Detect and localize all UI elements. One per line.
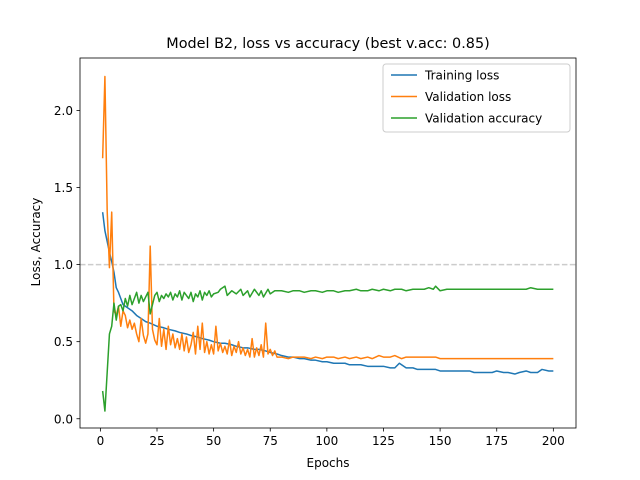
chart-title: Model B2, loss vs accuracy (best v.acc: … <box>166 36 489 52</box>
y-tick-label: 1.0 <box>54 258 73 272</box>
y-tick-label: 2.0 <box>54 104 73 118</box>
x-tick-label: 150 <box>429 434 452 448</box>
x-tick-label: 200 <box>542 434 565 448</box>
axes-frame <box>79 57 577 429</box>
x-tick-label: 50 <box>206 434 221 448</box>
legend-label: Validation loss <box>425 90 511 104</box>
y-axis-label: Loss, Accuracy <box>29 198 43 287</box>
y-tick-label: 0.0 <box>54 412 73 426</box>
x-tick-label: 0 <box>97 434 105 448</box>
x-tick-label: 175 <box>485 434 508 448</box>
x-tick-label: 125 <box>372 434 395 448</box>
y-tick-label: 1.5 <box>54 181 73 195</box>
legend-label: Training loss <box>424 69 499 83</box>
x-tick-label: 25 <box>149 434 164 448</box>
plot-area <box>80 75 576 412</box>
series-line-0 <box>101 212 554 375</box>
y-tick-label: 0.5 <box>54 335 73 349</box>
x-axis-label: Epochs <box>307 456 350 470</box>
series-line-2 <box>101 285 554 412</box>
x-tick-label: 75 <box>263 434 278 448</box>
axis-ticks: 0 25 50 75 100 125 150 175 200 0.0 0.5 1.0 1.5 2.0 <box>54 57 577 448</box>
legend: Training loss Validation loss Validation a… <box>382 63 571 133</box>
series-line-1 <box>101 75 554 360</box>
x-tick-label: 100 <box>315 434 338 448</box>
legend-label: Validation accuracy <box>425 112 542 126</box>
legend-box <box>382 63 571 133</box>
